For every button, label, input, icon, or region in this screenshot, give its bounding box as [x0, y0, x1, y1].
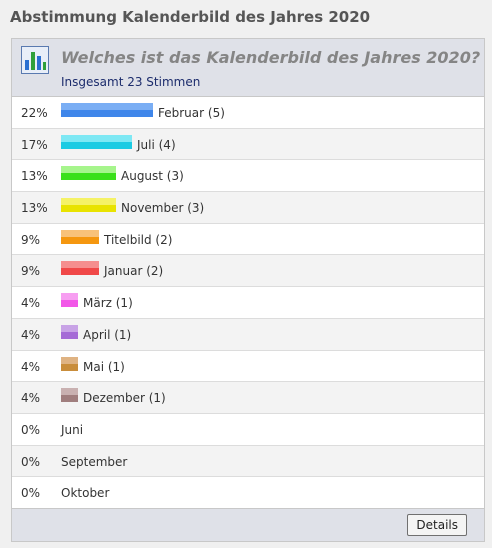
option-bar	[61, 198, 116, 213]
option-percent: 0%	[21, 486, 41, 501]
poll-option-row: 0% Juni	[12, 414, 484, 446]
poll-option-row: 13% August (3)	[12, 160, 484, 193]
details-button[interactable]: Details	[407, 514, 467, 536]
option-label: Februar (5)	[158, 106, 225, 120]
option-percent: 0%	[21, 454, 41, 469]
option-percent: 4%	[21, 327, 41, 342]
poll-box: Welches ist das Kalenderbild des Jahres …	[11, 38, 485, 542]
option-bar	[61, 261, 99, 276]
poll-option-row: 4% Dezember (1)	[12, 382, 484, 414]
bar-chart-icon	[21, 46, 49, 74]
option-label: April (1)	[83, 327, 132, 342]
option-bar	[61, 134, 132, 149]
option-label: März (1)	[83, 296, 133, 311]
poll-question: Welches ist das Kalenderbild des Jahres …	[61, 48, 481, 67]
option-percent: 17%	[21, 137, 48, 152]
option-bar	[61, 388, 78, 403]
option-percent: 4%	[21, 359, 41, 374]
option-percent: 9%	[21, 232, 41, 247]
option-percent: 13%	[21, 201, 48, 216]
poll-option-row: 22% Februar (5)	[12, 97, 484, 129]
poll-option-row: 13% November (3)	[12, 192, 484, 224]
option-bar	[61, 293, 78, 308]
option-label: Dezember (1)	[83, 391, 166, 406]
poll-option-row: 0% Oktober	[12, 477, 484, 509]
poll-option-row: 4% März (1)	[12, 287, 484, 319]
poll-option-row: 9% Titelbild (2)	[12, 224, 484, 256]
vote-total: Insgesamt 23 Stimmen	[61, 75, 201, 89]
option-percent: 4%	[21, 296, 41, 311]
option-label: Mai (1)	[83, 359, 125, 374]
poll-results: 22% Februar (5) 17% Juli (4) 13% August (3) 13…	[12, 97, 484, 509]
poll-footer: Details	[12, 508, 484, 541]
option-label: Titelbild (2)	[104, 232, 173, 247]
option-bar	[61, 166, 116, 181]
option-bar	[61, 229, 99, 244]
poll-title: Abstimmung Kalenderbild des Jahres 2020	[10, 8, 371, 26]
option-percent: 9%	[21, 264, 41, 279]
poll-option-row: 4% April (1)	[12, 318, 484, 351]
option-bar	[61, 324, 78, 339]
option-label: August (3)	[121, 169, 184, 184]
option-percent: 22%	[21, 106, 48, 120]
option-bar	[61, 103, 153, 117]
option-label: November (3)	[121, 201, 205, 216]
option-label: September	[61, 454, 128, 469]
option-label: Juli (4)	[137, 137, 176, 152]
poll-option-row: 9% Januar (2)	[12, 255, 484, 288]
option-percent: 4%	[21, 391, 41, 406]
option-percent: 0%	[21, 422, 41, 437]
option-percent: 13%	[21, 169, 48, 184]
option-label: Juni	[61, 422, 84, 437]
option-label: Oktober	[61, 486, 110, 501]
poll-option-row: 4% Mai (1)	[12, 351, 484, 383]
poll-option-row: 0% September	[12, 445, 484, 478]
option-label: Januar (2)	[104, 264, 164, 279]
poll-header: Welches ist das Kalenderbild des Jahres …	[12, 39, 484, 97]
poll-option-row: 17% Juli (4)	[12, 128, 484, 161]
option-bar	[61, 356, 78, 371]
